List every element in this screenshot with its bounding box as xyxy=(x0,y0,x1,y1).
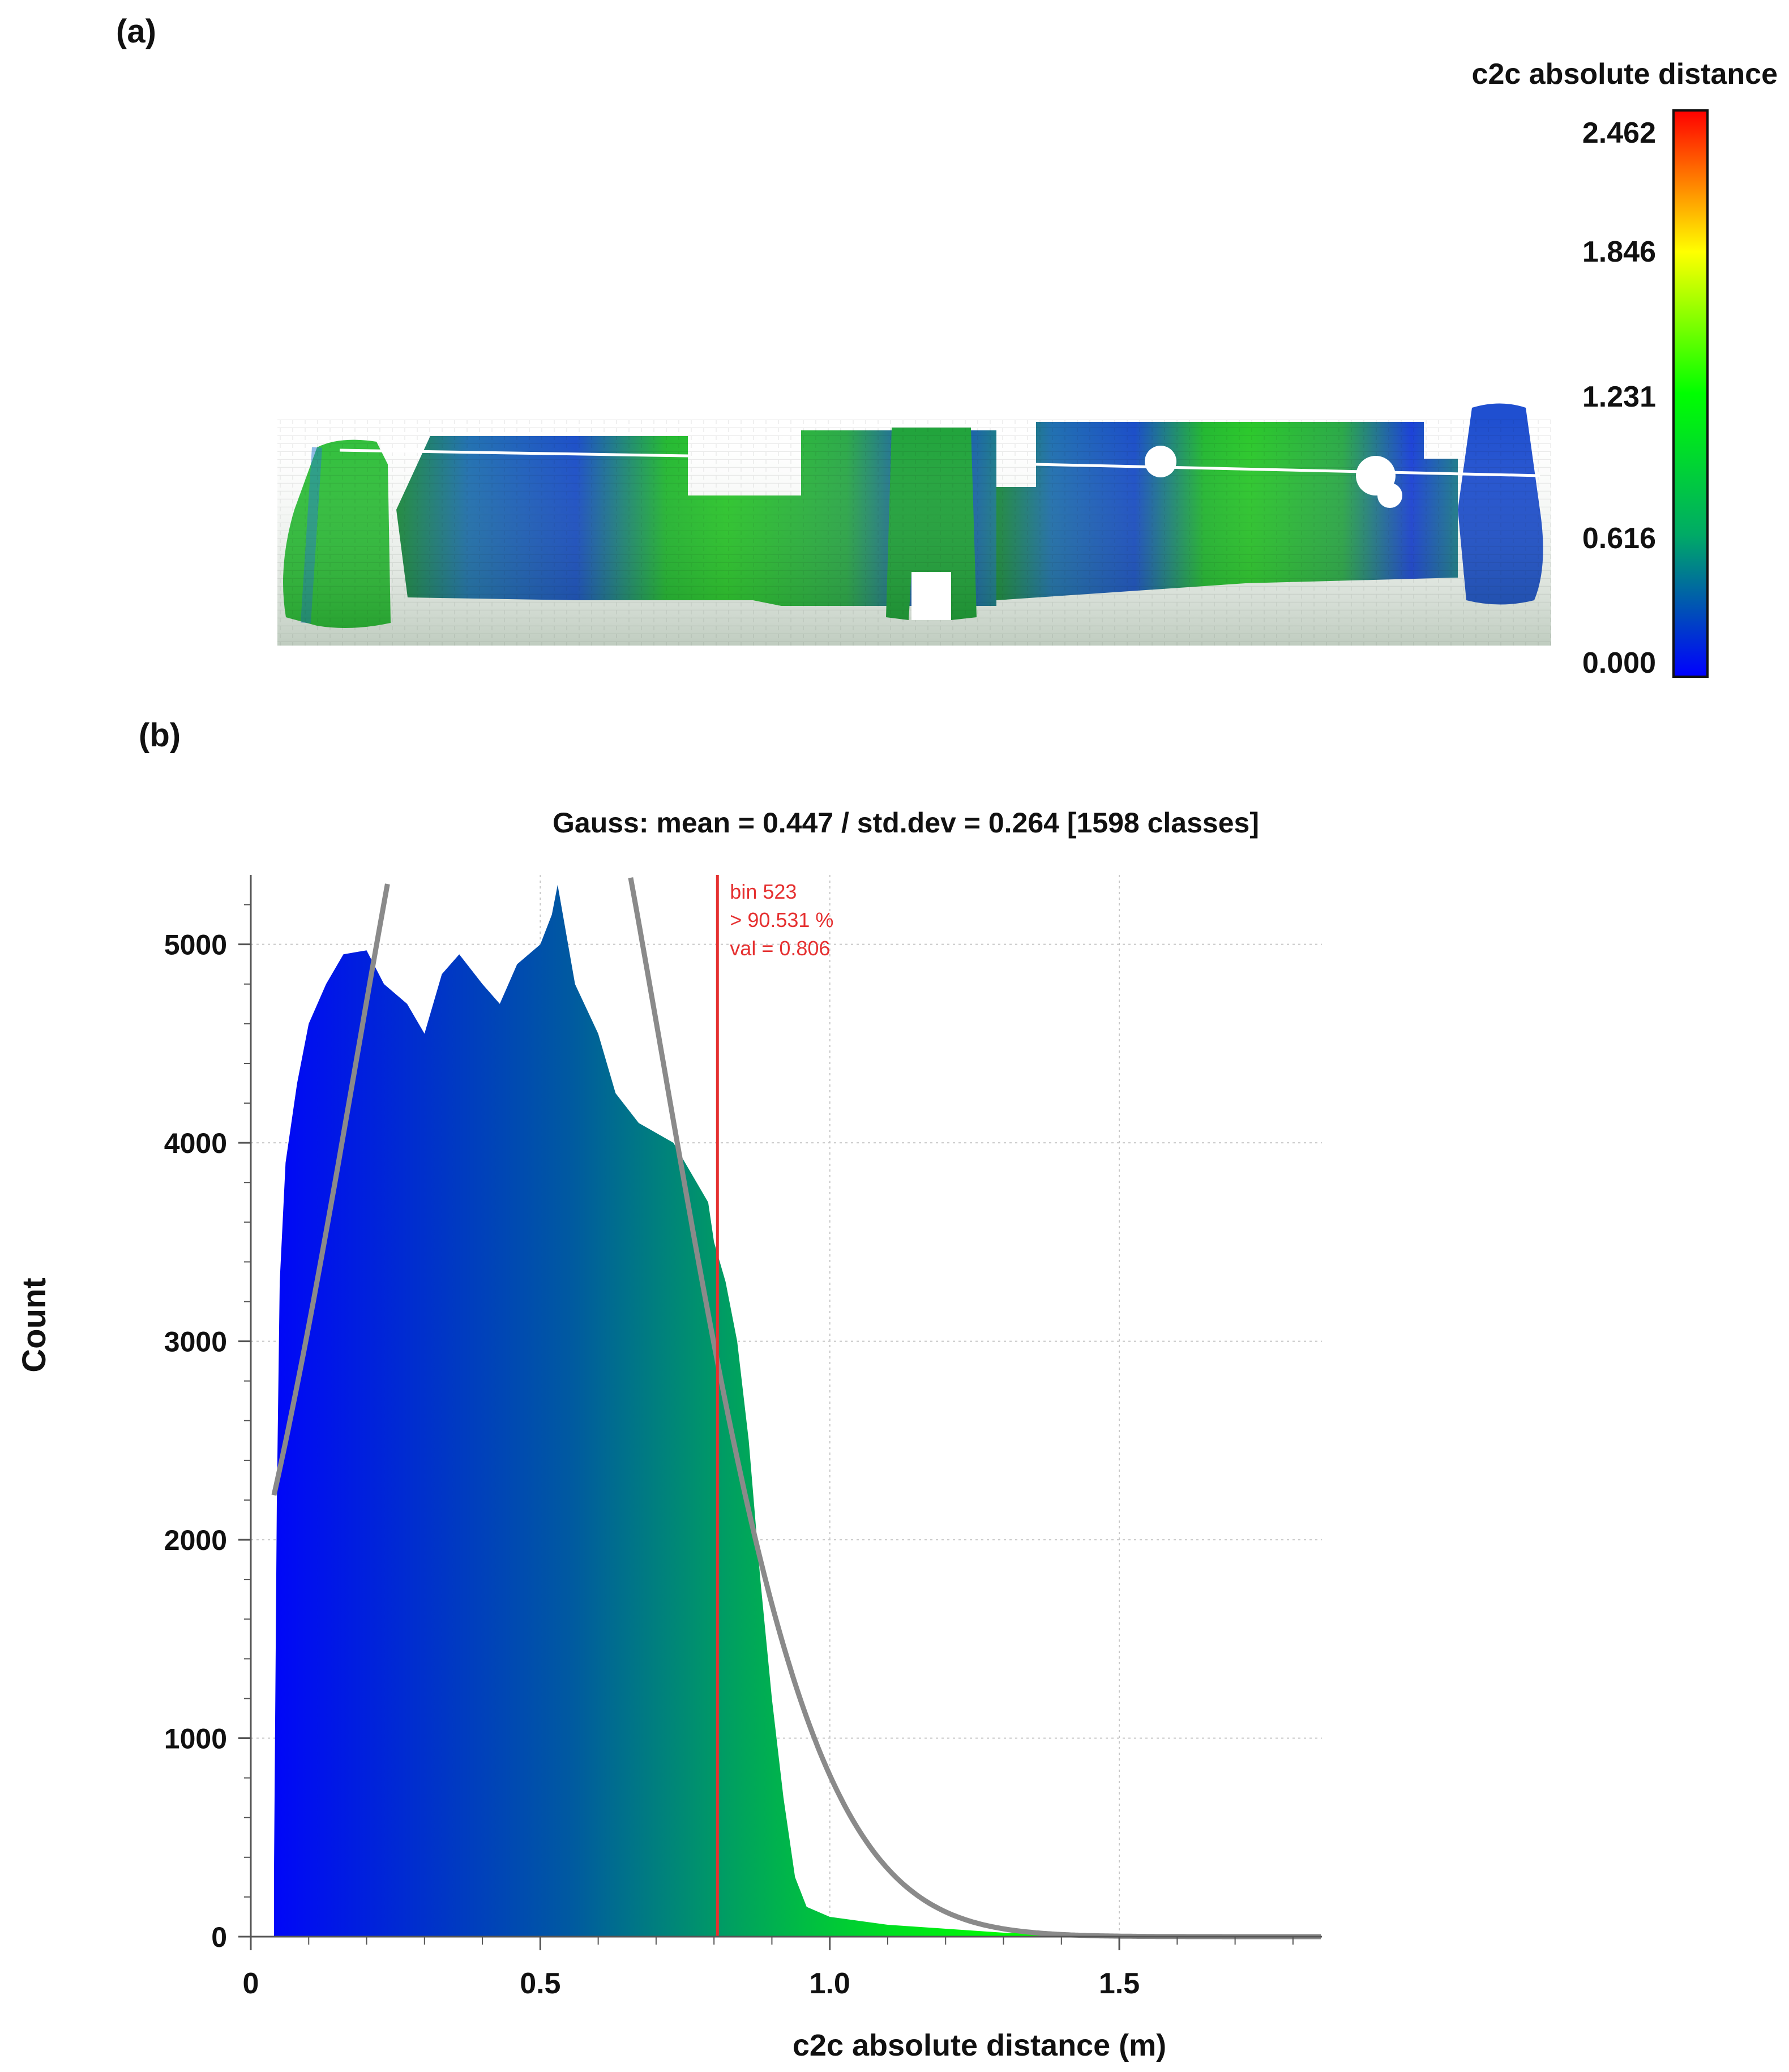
y-tick-label: 1000 xyxy=(164,1723,227,1755)
chart-title: Gauss: mean = 0.447 / std.dev = 0.264 [1… xyxy=(553,807,1259,839)
y-tick-label: 3000 xyxy=(164,1326,227,1358)
y-tick-label: 4000 xyxy=(164,1127,227,1159)
x-tick-label: 1.5 xyxy=(1099,1967,1140,2000)
colorbar-tick: 1.231 xyxy=(1582,381,1656,413)
y-tick-label: 5000 xyxy=(164,929,227,961)
panel-b-label: (b) xyxy=(139,717,181,754)
y-tick-label: 0 xyxy=(211,1921,227,1953)
marker-label: bin 523 xyxy=(730,880,797,903)
histogram-bars xyxy=(273,885,1322,1937)
panel-b: (b) Gauss: mean = 0.447 / std.dev = 0.26… xyxy=(16,717,1322,2062)
y-axis-ticks: 0 1000 2000 3000 4000 5000 xyxy=(164,929,251,1953)
x-tick-label: 1.0 xyxy=(810,1967,850,2000)
x-axis-ticks: 0 0.5 1.0 1.5 xyxy=(243,1937,1140,2000)
colorbar-tick: 2.462 xyxy=(1582,117,1656,149)
colorbar-tick: 0.616 xyxy=(1582,522,1656,555)
y-tick-label: 2000 xyxy=(164,1524,227,1556)
colorbar-title: c2c absolute distance xyxy=(1472,58,1778,91)
marker-label: val = 0.806 xyxy=(730,937,830,960)
x-axis-label: c2c absolute distance (m) xyxy=(793,2028,1166,2062)
panel-a-label: (a) xyxy=(116,13,156,50)
colorbar-tick: 0.000 xyxy=(1582,647,1656,680)
colorbar: c2c absolute distance 2.462 1.846 1.231 … xyxy=(1472,58,1778,680)
colorbar-tick: 1.846 xyxy=(1582,236,1656,268)
panel-a: (a) c2c absolute distance xyxy=(116,13,1778,680)
x-tick-label: 0 xyxy=(243,1967,259,2000)
x-tick-label: 0.5 xyxy=(520,1967,560,2000)
point-cloud-image xyxy=(277,403,1551,646)
colorbar-gradient xyxy=(1672,109,1709,678)
y-axis-label: Count xyxy=(16,1278,53,1373)
marker-label: > 90.531 % xyxy=(730,908,833,932)
marker-annotation: bin 523 > 90.531 % val = 0.806 xyxy=(730,880,833,960)
